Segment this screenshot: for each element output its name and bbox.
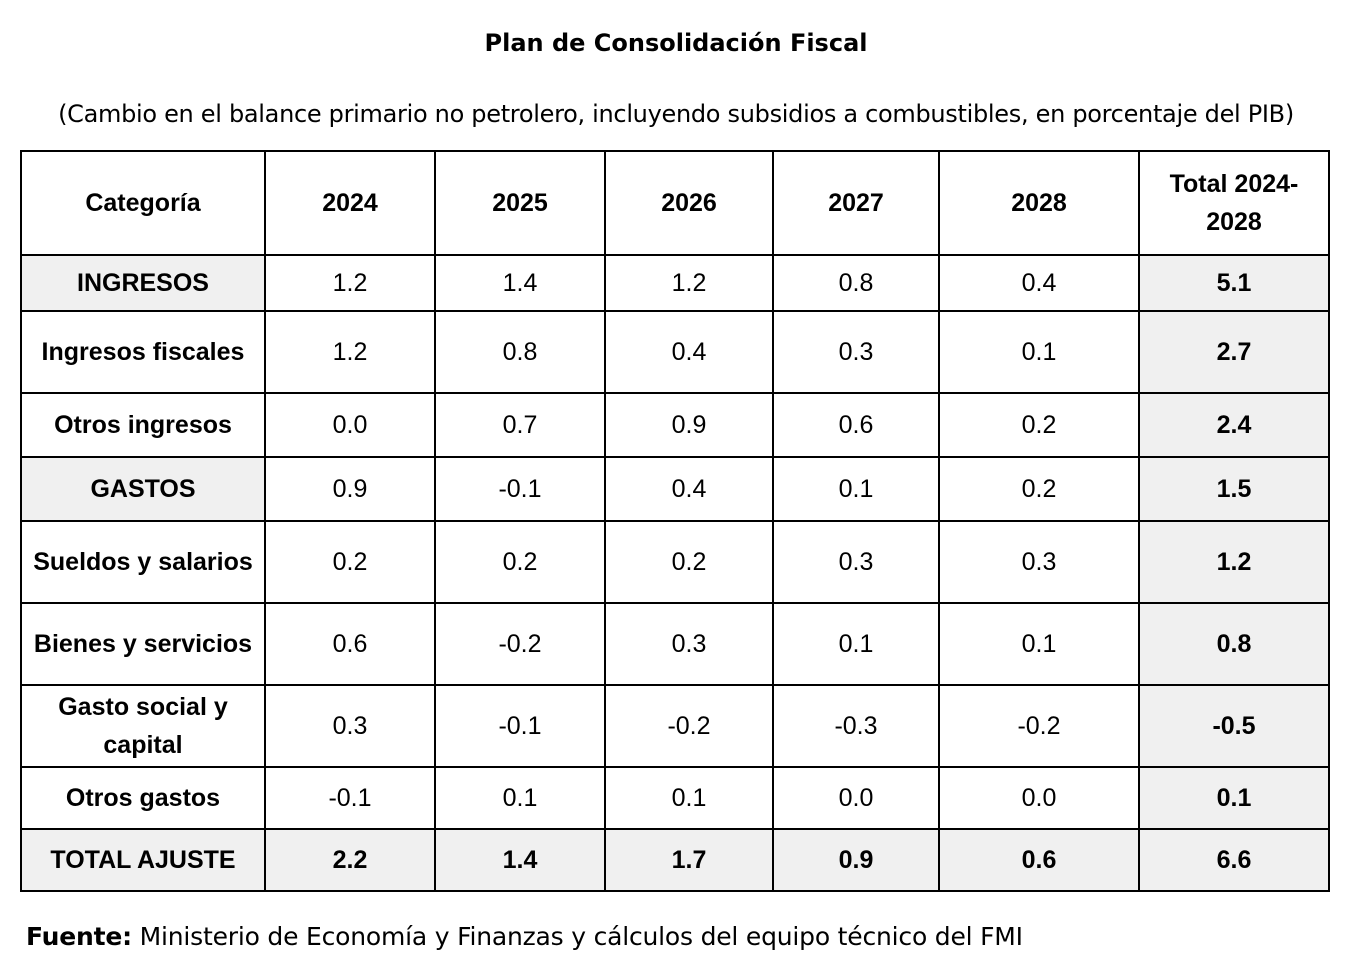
table-row: Ingresos fiscales 1.2 0.8 0.4 0.3 0.1 2.7 (20, 310, 1330, 394)
header-category: Categoría (20, 150, 266, 256)
value-cell-2025: -0.1 (434, 456, 606, 522)
value-cell-2028: 0.3 (938, 520, 1140, 604)
row-total: 0.1 (1138, 766, 1330, 830)
value-cell-2027: 0.8 (772, 254, 940, 312)
row-category: Otros ingresos (20, 392, 266, 458)
header-2026: 2026 (604, 150, 774, 256)
row-total: 1.2 (1138, 520, 1330, 604)
value-cell-2024: 0.3 (264, 684, 436, 768)
source-note: Fuente: Ministerio de Economía y Finanza… (26, 920, 1023, 954)
header-total: Total 2024-2028 (1138, 150, 1330, 256)
table-row: Gasto social y capital 0.3 -0.1 -0.2 -0.3 -0.… (20, 684, 1330, 768)
table-row: Otros ingresos 0.0 0.7 0.9 0.6 0.2 2.4 (20, 392, 1330, 458)
value-cell-2024: 0.0 (264, 392, 436, 458)
row-total: 0.8 (1138, 602, 1330, 686)
value-cell-2024: 0.9 (264, 456, 436, 522)
value-cell-2025: 0.1 (434, 766, 606, 830)
row-total: 2.7 (1138, 310, 1330, 394)
row-total: -0.5 (1138, 684, 1330, 768)
value-cell-2024: 0.6 (264, 602, 436, 686)
value-cell-2027: 0.1 (772, 602, 940, 686)
value-cell-2026: 1.7 (604, 828, 774, 892)
fiscal-consolidation-table: Categoría 2024 2025 2026 2027 2028 Total… (20, 150, 1330, 892)
value-cell-2026: 0.2 (604, 520, 774, 604)
table-subtitle: (Cambio en el balance primario no petrol… (58, 100, 1294, 128)
value-cell-2027: 0.3 (772, 310, 940, 394)
value-cell-2025: -0.2 (434, 602, 606, 686)
value-cell-2024: 2.2 (264, 828, 436, 892)
value-cell-2025: 0.2 (434, 520, 606, 604)
value-cell-2025: 1.4 (434, 254, 606, 312)
value-cell-2027: 0.9 (772, 828, 940, 892)
header-2024: 2024 (264, 150, 436, 256)
value-cell-2027: 0.3 (772, 520, 940, 604)
table-row: TOTAL AJUSTE 2.2 1.4 1.7 0.9 0.6 6.6 (20, 828, 1330, 892)
value-cell-2027: 0.0 (772, 766, 940, 830)
row-category: GASTOS (20, 456, 266, 522)
row-category: INGRESOS (20, 254, 266, 312)
row-category: Otros gastos (20, 766, 266, 830)
value-cell-2028: 0.1 (938, 310, 1140, 394)
value-cell-2028: 0.1 (938, 602, 1140, 686)
value-cell-2026: 1.2 (604, 254, 774, 312)
row-total: 1.5 (1138, 456, 1330, 522)
table-row: Bienes y servicios 0.6 -0.2 0.3 0.1 0.1 0.8 (20, 602, 1330, 686)
value-cell-2025: 0.7 (434, 392, 606, 458)
value-cell-2028: 0.4 (938, 254, 1140, 312)
header-2028: 2028 (938, 150, 1140, 256)
value-cell-2028: -0.2 (938, 684, 1140, 768)
value-cell-2026: 0.1 (604, 766, 774, 830)
value-cell-2028: 0.2 (938, 392, 1140, 458)
value-cell-2025: 1.4 (434, 828, 606, 892)
row-total: 2.4 (1138, 392, 1330, 458)
value-cell-2024: 0.2 (264, 520, 436, 604)
row-category: Bienes y servicios (20, 602, 266, 686)
value-cell-2026: 0.9 (604, 392, 774, 458)
table-row: Otros gastos -0.1 0.1 0.1 0.0 0.0 0.1 (20, 766, 1330, 830)
value-cell-2028: 0.0 (938, 766, 1140, 830)
value-cell-2027: 0.6 (772, 392, 940, 458)
value-cell-2024: -0.1 (264, 766, 436, 830)
value-cell-2026: 0.4 (604, 310, 774, 394)
row-total: 6.6 (1138, 828, 1330, 892)
value-cell-2028: 0.6 (938, 828, 1140, 892)
value-cell-2027: 0.1 (772, 456, 940, 522)
value-cell-2026: -0.2 (604, 684, 774, 768)
value-cell-2025: 0.8 (434, 310, 606, 394)
header-2025: 2025 (434, 150, 606, 256)
table-row: GASTOS 0.9 -0.1 0.4 0.1 0.2 1.5 (20, 456, 1330, 522)
header-row: Categoría 2024 2025 2026 2027 2028 Total… (20, 150, 1330, 256)
row-category: Ingresos fiscales (20, 310, 266, 394)
row-total: 5.1 (1138, 254, 1330, 312)
value-cell-2026: 0.3 (604, 602, 774, 686)
source-text: Ministerio de Economía y Finanzas y cálc… (131, 922, 1023, 951)
value-cell-2027: -0.3 (772, 684, 940, 768)
row-category: Sueldos y salarios (20, 520, 266, 604)
row-category: TOTAL AJUSTE (20, 828, 266, 892)
value-cell-2028: 0.2 (938, 456, 1140, 522)
value-cell-2026: 0.4 (604, 456, 774, 522)
row-category: Gasto social y capital (20, 684, 266, 768)
source-label: Fuente: (26, 922, 132, 951)
value-cell-2024: 1.2 (264, 310, 436, 394)
table-title: Plan de Consolidación Fiscal (484, 29, 868, 57)
value-cell-2025: -0.1 (434, 684, 606, 768)
table-row: Sueldos y salarios 0.2 0.2 0.2 0.3 0.3 1.2 (20, 520, 1330, 604)
value-cell-2024: 1.2 (264, 254, 436, 312)
header-2027: 2027 (772, 150, 940, 256)
table-row: INGRESOS 1.2 1.4 1.2 0.8 0.4 5.1 (20, 254, 1330, 312)
